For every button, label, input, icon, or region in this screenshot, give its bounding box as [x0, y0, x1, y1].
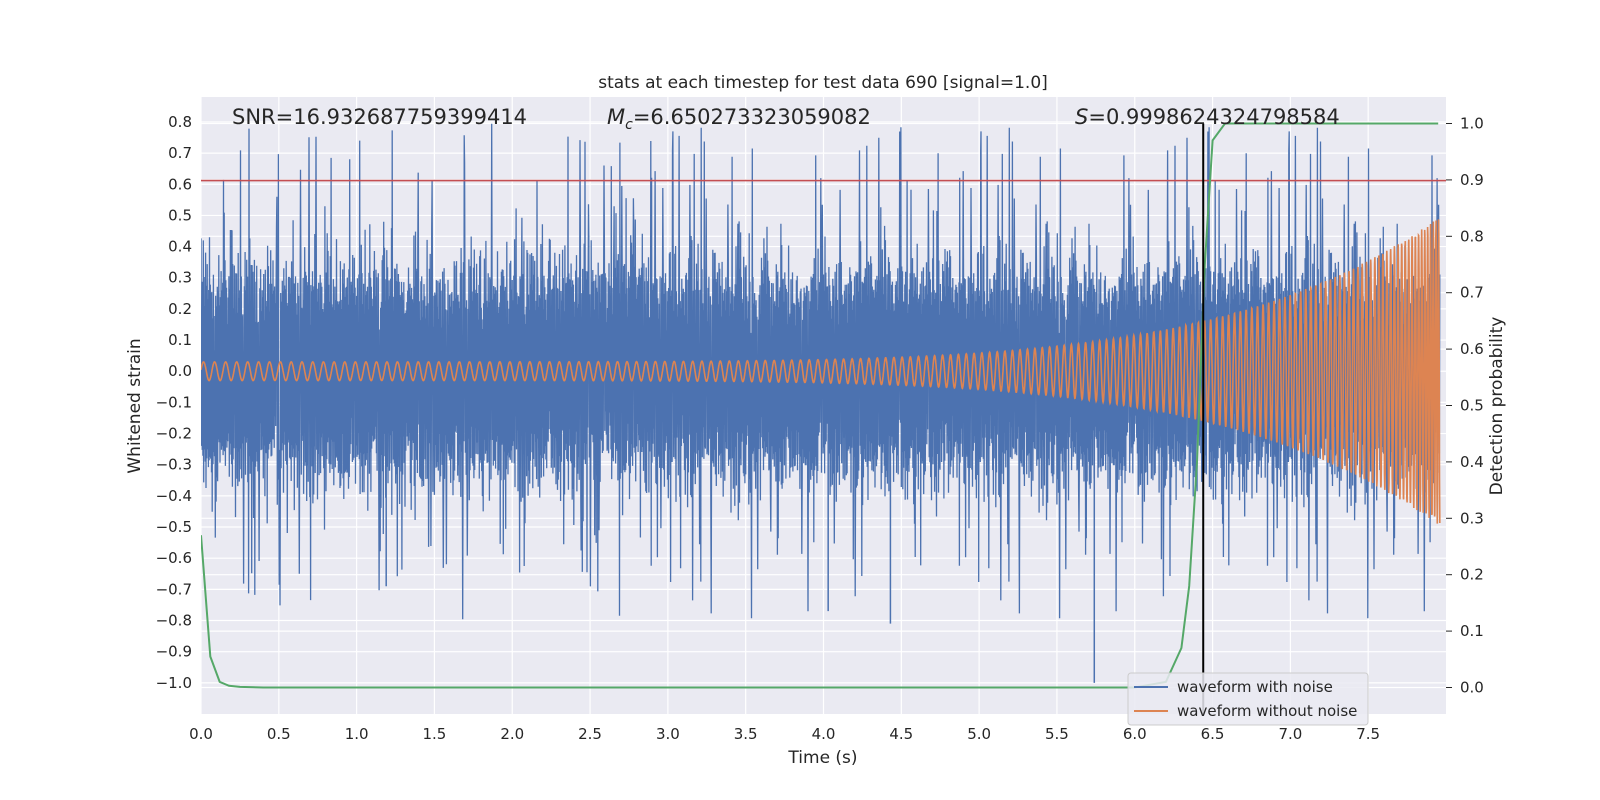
legend-label-noisy: waveform with noise — [1177, 678, 1333, 696]
y-tick-label: −0.8 — [156, 612, 192, 630]
s-symbol: S — [1075, 105, 1088, 129]
y-tick-label: 0.2 — [168, 300, 192, 318]
y-tick-label: 0.0 — [168, 362, 192, 380]
mc-value: =6.650273323059082 — [633, 105, 871, 129]
y-tick-label: −0.9 — [156, 643, 192, 661]
x-axis-ticks: 0.0 0.5 1.0 1.5 2.0 2.5 3.0 3.5 4.0 4.5 5.0 5.5 6.0 6… — [189, 725, 1380, 743]
mc-symbol: M — [607, 105, 625, 129]
x-tick-label: 5.5 — [1045, 725, 1069, 743]
y-tick-label: 0.3 — [168, 269, 192, 287]
x-tick-label: 0.5 — [267, 725, 291, 743]
series-waveform-without-noise — [201, 219, 1441, 524]
y-tick-label: 0.4 — [168, 238, 192, 256]
x-tick-label: 3.0 — [656, 725, 680, 743]
y-tick-label: −0.4 — [156, 487, 192, 505]
y-tick-label: 0.8 — [168, 113, 192, 131]
s-value: =0.9998624324798584 — [1088, 105, 1339, 129]
x-tick-label: 6.5 — [1201, 725, 1225, 743]
y2-tick-label: 0.6 — [1460, 340, 1484, 358]
mc-subscript: c — [625, 117, 633, 133]
score-annotation: S=0.9998624324798584 — [1075, 105, 1340, 129]
y2-tick-label: 0.5 — [1460, 397, 1484, 415]
y-tick-label: 0.7 — [168, 144, 192, 162]
chart-title: stats at each timestep for test data 690… — [598, 73, 1048, 93]
x-tick-label: 7.5 — [1356, 725, 1380, 743]
x-tick-label: 1.0 — [345, 725, 369, 743]
y2-tick-label: 0.4 — [1460, 453, 1484, 471]
x-tick-label: 6.0 — [1123, 725, 1147, 743]
y-tick-label: −0.6 — [156, 549, 192, 567]
legend-label-clean: waveform without noise — [1177, 702, 1357, 720]
y2-axis-ticks: 1.0 0.9 0.8 0.7 0.6 0.5 0.4 0.3 0.2 0.1 0.0 — [1446, 115, 1484, 696]
y2-tick-label: 0.7 — [1460, 284, 1484, 302]
y2-tick-label: 0.3 — [1460, 509, 1484, 527]
snr-annotation: SNR=16.932687759399414 — [232, 105, 527, 129]
y2-tick-label: 0.1 — [1460, 622, 1484, 640]
y-tick-label: −0.5 — [156, 518, 192, 536]
x-tick-label: 5.0 — [967, 725, 991, 743]
y-tick-label: 0.5 — [168, 206, 192, 224]
x-tick-label: 2.0 — [500, 725, 524, 743]
x-tick-label: 1.5 — [423, 725, 447, 743]
x-tick-label: 2.5 — [578, 725, 602, 743]
y-tick-label: 0.1 — [168, 331, 192, 349]
x-tick-label: 4.0 — [812, 725, 836, 743]
series-waveform-with-noise — [201, 123, 1441, 683]
x-axis-label: Time (s) — [787, 748, 857, 768]
y-tick-label: −0.1 — [156, 393, 192, 411]
clean-waveform-path — [201, 219, 1441, 524]
y-tick-label: −0.3 — [156, 456, 192, 474]
y2-tick-label: 0.8 — [1460, 227, 1484, 245]
noisy-waveform-path — [201, 123, 1441, 620]
x-tick-label: 4.5 — [889, 725, 913, 743]
x-tick-label: 3.5 — [734, 725, 758, 743]
y2-tick-label: 0.2 — [1460, 566, 1484, 584]
y-tick-label: −1.0 — [156, 674, 192, 692]
y2-tick-label: 0.9 — [1460, 171, 1484, 189]
y2-tick-label: 0.0 — [1460, 678, 1484, 696]
legend: waveform with noise waveform without noi… — [1127, 672, 1369, 726]
x-tick-label: 0.0 — [189, 725, 213, 743]
y-tick-label: −0.2 — [156, 425, 192, 443]
y2-axis-label: Detection probability — [1487, 317, 1507, 496]
legend-box — [1127, 672, 1369, 726]
chirp-mass-annotation: Mc=6.650273323059082 — [607, 105, 871, 133]
y-tick-label: −0.7 — [156, 580, 192, 598]
y-axis-ticks: 0.8 0.7 0.6 0.5 0.4 0.3 0.2 0.1 0.0 −0.1 −0.2 −0.3 −… — [156, 113, 192, 692]
x-tick-label: 7.0 — [1278, 725, 1302, 743]
y-axis-label: Whitened strain — [125, 338, 145, 473]
y-tick-label: 0.6 — [168, 175, 192, 193]
y2-tick-label: 1.0 — [1460, 115, 1484, 133]
